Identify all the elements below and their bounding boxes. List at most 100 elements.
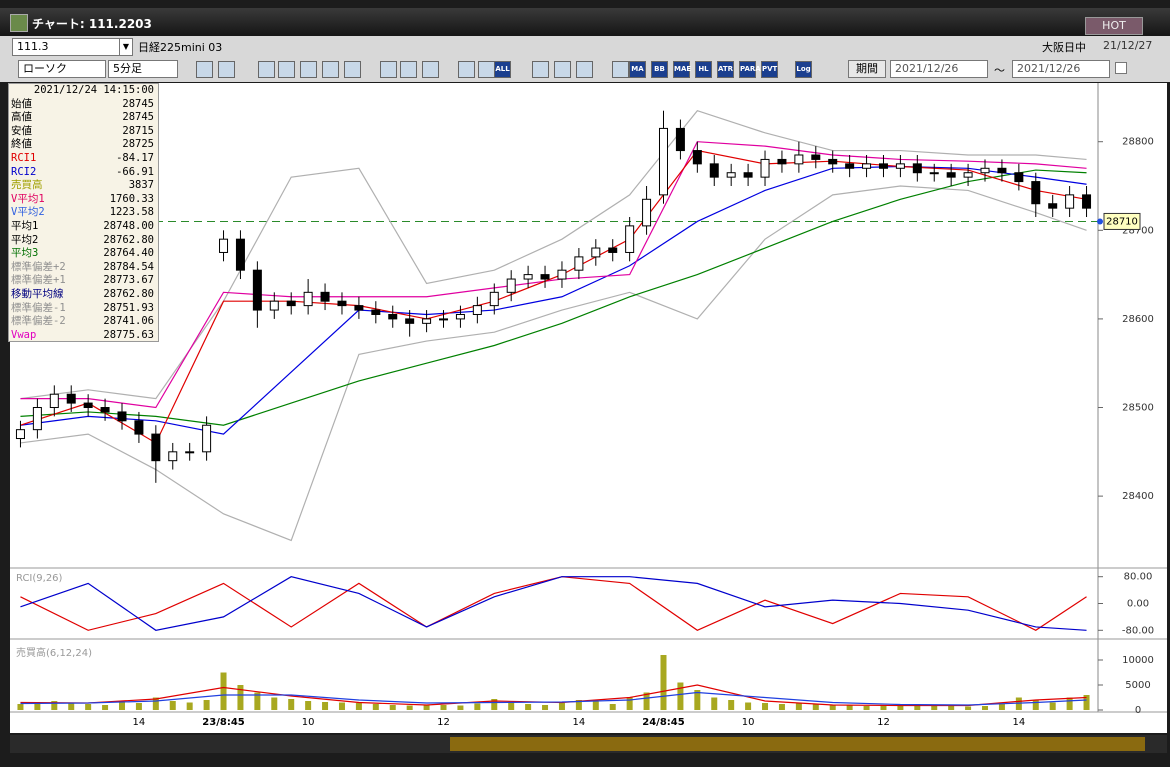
code-dropdown[interactable]: ▼ <box>119 38 133 56</box>
volume-bar <box>592 701 599 710</box>
tool-icon[interactable] <box>554 61 571 78</box>
y-tick-label: 28400 <box>1122 491 1154 502</box>
info-value: 1760.33 <box>109 192 154 205</box>
volume-bar <box>914 704 921 710</box>
tool-button[interactable]: ALL <box>494 61 511 78</box>
current-price-label: 28710 <box>1106 216 1138 227</box>
tool-icon[interactable] <box>576 61 593 78</box>
code-input[interactable]: 111.3 <box>12 38 120 56</box>
info-label: 売買高 <box>11 179 43 192</box>
checkbox[interactable] <box>1115 62 1127 74</box>
info-row: 標準偏差+1 28773.67 <box>9 274 158 288</box>
volume-bar <box>85 704 92 710</box>
tool-button[interactable]: HL <box>695 61 712 78</box>
volume-bar <box>1083 695 1090 710</box>
info-label: V平均2 <box>11 206 45 219</box>
volume-bar <box>271 697 278 710</box>
tool-button[interactable]: MA <box>629 61 646 78</box>
candle-body <box>235 238 245 271</box>
tool-button[interactable]: PARA <box>739 61 761 78</box>
info-label: RCI1 <box>11 151 37 164</box>
candle-body <box>1014 172 1024 183</box>
volume-bar <box>542 705 549 710</box>
info-value: 28725 <box>122 138 154 151</box>
period-button[interactable]: 期間 <box>848 60 886 78</box>
hot-button[interactable]: HOT <box>1085 17 1143 35</box>
volume-bar <box>660 655 667 710</box>
candle-body <box>557 269 567 280</box>
tool-button[interactable]: ATR <box>717 61 734 78</box>
info-value: 3837 <box>128 179 154 192</box>
candle-body <box>202 424 212 453</box>
volume-bar <box>863 706 870 710</box>
chart-area <box>10 83 1167 733</box>
price-tag <box>1103 212 1141 230</box>
volume-bar <box>558 703 565 710</box>
info-label: RCI2 <box>11 165 37 178</box>
candle-body <box>608 247 618 253</box>
tool-icon[interactable] <box>300 61 317 78</box>
tool-icon[interactable] <box>612 61 629 78</box>
info-row: 平均2 28762.80 <box>9 234 158 248</box>
candle-body <box>760 158 770 178</box>
tool-icon[interactable] <box>344 61 361 78</box>
info-label: 始値 <box>11 97 32 110</box>
interval-select[interactable]: 5分足 <box>108 60 178 78</box>
info-row: RCI2 -66.91 <box>9 166 158 180</box>
volume-bar <box>338 702 345 710</box>
info-label: 移動平均線 <box>11 287 64 300</box>
info-value: 1223.58 <box>109 206 154 219</box>
tool-icon[interactable] <box>400 61 417 78</box>
volume-bar <box>118 702 125 710</box>
volume-bar <box>643 692 650 710</box>
x-tick-label: 14 <box>573 717 586 728</box>
tool-icon[interactable] <box>422 61 439 78</box>
y-tick-label: 10000 <box>1122 655 1154 666</box>
candle-body <box>1048 203 1058 209</box>
info-value: 28762.80 <box>103 287 154 300</box>
y-tick-label: 28800 <box>1122 137 1154 148</box>
y-tick-label: 28700 <box>1122 225 1154 236</box>
candle-body <box>540 274 550 280</box>
candle-body <box>828 158 838 165</box>
tool-icon[interactable] <box>478 61 495 78</box>
from-date[interactable]: 2021/12/26 <box>890 60 988 78</box>
tool-button[interactable]: MAE <box>673 61 691 78</box>
info-value: 28751.93 <box>103 301 154 314</box>
candle-body <box>371 309 381 315</box>
chart-kind-select[interactable]: ローソク <box>18 60 106 78</box>
tool-icon[interactable] <box>258 61 275 78</box>
date: 21/12/27 <box>1103 39 1153 52</box>
candle-body <box>811 154 821 160</box>
volume-bar <box>457 705 464 710</box>
title-bar: チャート: 111.2203 HOT <box>0 8 1170 36</box>
y-tick-label: 80.00 <box>1124 572 1153 583</box>
candle-body <box>709 163 719 178</box>
volume-bar <box>440 705 447 710</box>
tool-icon[interactable] <box>196 61 213 78</box>
tool-button[interactable]: Log <box>795 61 812 78</box>
candle-body <box>997 167 1007 174</box>
tool-button[interactable]: PVT <box>761 61 778 78</box>
market: 大阪日中 <box>1042 41 1086 54</box>
tool-icon[interactable] <box>458 61 475 78</box>
info-row: 標準偏差-1 28751.93 <box>9 302 158 316</box>
volume-bar <box>254 692 261 710</box>
info-value: 28748.00 <box>103 219 154 232</box>
info-row: 平均3 28764.40 <box>9 247 158 261</box>
tool-icon[interactable] <box>380 61 397 78</box>
candle-body <box>862 163 872 169</box>
tool-icon[interactable] <box>218 61 235 78</box>
tool-icon[interactable] <box>278 61 295 78</box>
to-date[interactable]: 2021/12/26 <box>1012 60 1110 78</box>
volume-bar <box>897 705 904 710</box>
x-tick-label: 23/8:45 <box>202 717 244 728</box>
price-dot <box>1097 218 1103 225</box>
tool-icon[interactable] <box>532 61 549 78</box>
candle-body <box>117 411 127 422</box>
candle-body <box>388 313 398 320</box>
tool-icon[interactable] <box>322 61 339 78</box>
candle-body <box>489 291 499 307</box>
tool-button[interactable]: BB <box>651 61 668 78</box>
x-tick-label: 10 <box>742 717 755 728</box>
